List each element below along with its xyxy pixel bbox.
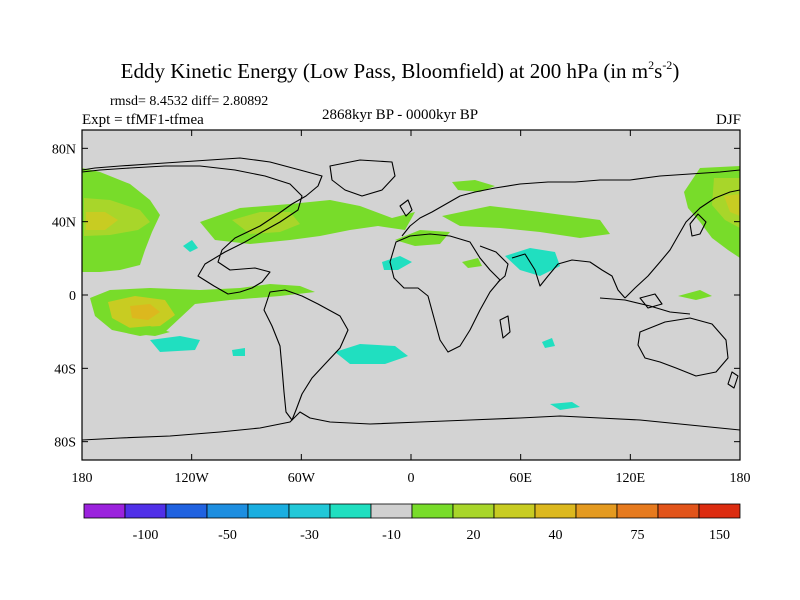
lat-tick-label: 80S xyxy=(54,436,76,451)
lat-tick-label: 0 xyxy=(69,289,76,304)
anomaly-region-mid-pacific xyxy=(183,240,198,252)
anomaly-region-n-africa xyxy=(382,256,412,270)
anomaly-region-s-pacific xyxy=(128,326,170,336)
colorbar-segment xyxy=(165,503,208,519)
anomaly-region-n-atlantic-core xyxy=(232,212,300,234)
colorbar-segment xyxy=(247,503,290,519)
colorbar-segment xyxy=(493,503,536,519)
anomaly-region-n-pacific-east-core xyxy=(712,178,740,228)
anomaly-region-arctic xyxy=(452,180,495,192)
coastline-indonesia xyxy=(599,293,691,315)
experiment-label: Expt = tfMF1-tfmea xyxy=(82,112,204,128)
time-period-label: 2868kyr BP - 0000kyr BP xyxy=(321,107,479,123)
anomaly-region-arabia xyxy=(462,258,482,268)
colorbar-segment xyxy=(370,503,413,519)
colorbar-segment xyxy=(616,503,659,519)
coastline-greenland xyxy=(329,159,396,197)
map-title: Eddy Kinetic Energy (Low Pass, Bloomfiel… xyxy=(120,58,680,83)
lon-axis: 180 120W 60W 0 60E 120E 180 xyxy=(72,130,751,486)
coastline-japan xyxy=(689,213,707,237)
anomaly-region-s-africa xyxy=(542,338,555,348)
coastline-britain xyxy=(399,199,413,217)
lat-tick-label: 80N xyxy=(52,142,76,157)
lon-tick-label: 180 xyxy=(72,471,93,486)
colorbar-segment xyxy=(657,503,700,519)
anomaly-region-n-pacific-west-peak xyxy=(86,212,118,230)
anomaly-region-eurasia xyxy=(442,206,610,238)
season-label: DJF xyxy=(715,112,741,128)
anomaly-region-w-pacific xyxy=(678,290,712,300)
coastline-madagascar xyxy=(499,315,511,339)
colorbar-segment xyxy=(83,503,126,519)
rmsd-diff-stats: rmsd= 8.4532 diff= 2.80892 xyxy=(110,94,269,109)
colorbar-segment xyxy=(411,503,454,519)
lat-tick-label: 40S xyxy=(54,362,76,377)
colorbar-label: 150 xyxy=(709,528,730,543)
coastline-africa xyxy=(389,233,501,353)
colorbar-label: 20 xyxy=(467,528,481,543)
coastline-new-zealand xyxy=(727,371,739,389)
colorbar-segment xyxy=(698,503,741,519)
colorbar-segment xyxy=(124,503,167,519)
colorbar-segment xyxy=(288,503,331,519)
colorbar: -100 -50 -30 -10 20 40 75 150 xyxy=(83,503,741,543)
colorbar-label: 40 xyxy=(549,528,563,543)
colorbar-label: -30 xyxy=(300,528,319,543)
coastline-europe xyxy=(401,169,740,237)
colorbar-segment xyxy=(329,503,372,519)
coastline-east-asia xyxy=(624,189,740,299)
anomaly-region-se-pacific xyxy=(150,336,200,352)
colorbar-label: -100 xyxy=(133,528,159,543)
lon-tick-label: 120W xyxy=(175,471,210,486)
colorbar-label: -50 xyxy=(218,528,237,543)
anomaly-region-n-pacific-east-peak xyxy=(724,194,740,216)
coastline-australia xyxy=(637,317,729,377)
colorbar-segment xyxy=(575,503,618,519)
lat-axis: 80N 40N 0 40S 80S xyxy=(52,142,740,451)
anomaly-region-india xyxy=(505,248,560,276)
anomaly-region-s-atlantic xyxy=(335,344,408,364)
lon-tick-label: 120E xyxy=(616,471,646,486)
lon-tick-label: 180 xyxy=(730,471,751,486)
colorbar-label: -10 xyxy=(382,528,401,543)
coastline-north-america xyxy=(82,157,323,295)
colorbar-segment xyxy=(206,503,249,519)
anomaly-region-eq-pacific-peak xyxy=(130,304,160,320)
anomaly-fields xyxy=(82,166,740,410)
lat-tick-label: 40N xyxy=(52,216,76,231)
colorbar-segment xyxy=(534,503,577,519)
coastline-antarctica xyxy=(82,411,740,441)
coastline-arabia-india xyxy=(479,245,626,299)
lon-tick-label: 60W xyxy=(288,471,316,486)
coastlines xyxy=(82,157,740,441)
anomaly-region-sahara xyxy=(395,230,450,246)
coastline-south-america xyxy=(263,289,349,421)
colorbar-segment xyxy=(452,503,495,519)
colorbar-label: 75 xyxy=(631,528,645,543)
lon-tick-label: 0 xyxy=(408,471,415,486)
anomaly-region-s-indian xyxy=(550,402,580,410)
lon-tick-label: 60E xyxy=(509,471,532,486)
anomaly-region-sw-pacific xyxy=(232,348,245,356)
